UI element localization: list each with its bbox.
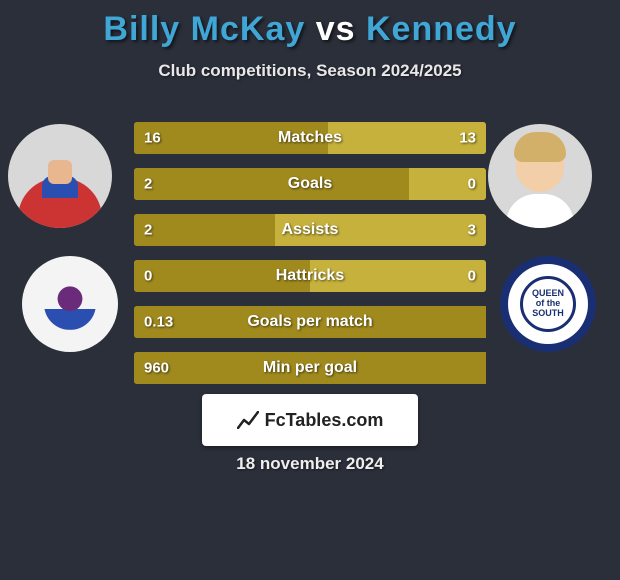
player2-avatar (488, 124, 592, 228)
player2-club-crest: QUEEN of the SOUTH (500, 256, 596, 352)
stat-label: Min per goal (134, 359, 486, 377)
crest-text-mid: of the (536, 299, 561, 309)
snapshot-date: 18 november 2024 (0, 454, 620, 474)
comparison-title: Billy McKay vs Kennedy (0, 0, 620, 49)
player1-club-crest (22, 256, 118, 352)
season-subtitle: Club competitions, Season 2024/2025 (0, 61, 620, 81)
stat-row: 20Goals (134, 168, 486, 200)
stat-row: 960Min per goal (134, 352, 486, 384)
stat-row: 0.13Goals per match (134, 306, 486, 338)
stat-label: Assists (134, 221, 486, 239)
crest-text-top: QUEEN (532, 289, 564, 299)
player1-name: Billy McKay (103, 10, 305, 48)
player2-name: Kennedy (366, 10, 517, 48)
source-badge: FcTables.com (202, 394, 418, 446)
crest-text-bot: SOUTH (532, 309, 564, 319)
comparison-bars: 1613Matches 20Goals 23Assists 00Hattricks 0.… (134, 122, 486, 398)
stat-row: 1613Matches (134, 122, 486, 154)
vs-separator: vs (316, 10, 356, 48)
stat-label: Goals (134, 175, 486, 193)
chart-icon (237, 411, 259, 429)
stat-label: Goals per match (134, 313, 486, 331)
stat-label: Matches (134, 129, 486, 147)
stat-row: 23Assists (134, 214, 486, 246)
stat-row: 00Hattricks (134, 260, 486, 292)
stat-label: Hattricks (134, 267, 486, 285)
source-brand-text: FcTables.com (265, 410, 384, 431)
player1-avatar (8, 124, 112, 228)
